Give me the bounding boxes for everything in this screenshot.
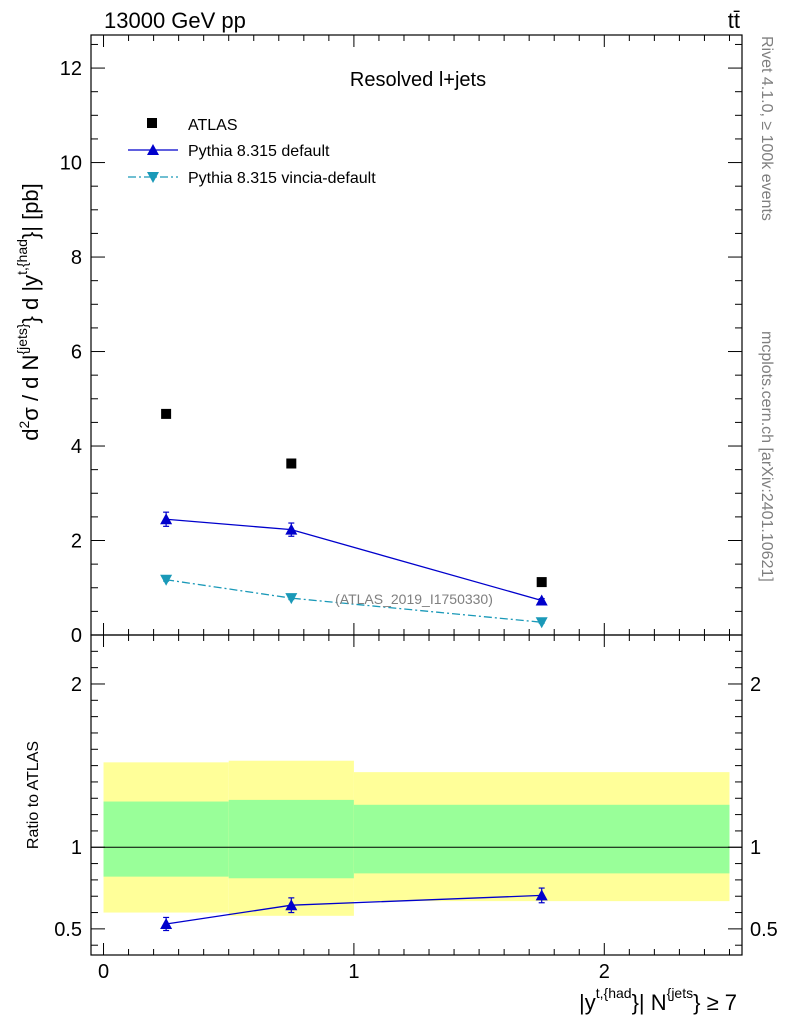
main-y-axis-label: d2σ / d N{jets}} d |yt,{had}| [pb] (14, 183, 43, 441)
ratio-y-tick-label: 0.5 (54, 919, 82, 941)
ratio-stat-band-2 (353, 804, 730, 874)
ratio-y-tick-label: 1 (71, 837, 82, 859)
main-y-tick-label: 4 (71, 436, 82, 458)
point-pythia-8-315-vincia-default (160, 574, 173, 586)
x-tick-label: 0 (98, 961, 109, 983)
ratio-stat-band-1 (228, 799, 354, 879)
main-axis-ticks: 0 2 4 6 8 10 12 (60, 35, 742, 647)
ratio-y-axis-label: Ratio to ATLAS (25, 741, 42, 849)
main-y-tick-label: 6 (71, 342, 82, 364)
legend-label-default: Pythia 8.315 default (188, 143, 330, 160)
ratio-point-pythia-8-315-default (285, 899, 298, 911)
energy-label: 13000 GeV pp (104, 8, 246, 33)
legend-marker-default (147, 144, 159, 155)
point-atlas (161, 408, 172, 419)
main-y-tick-label: 8 (71, 247, 82, 269)
ratio-series-layer (160, 887, 548, 932)
main-y-tick-label: 10 (60, 153, 82, 175)
ratio-uncertainty-bands (103, 760, 730, 916)
point-pythia-8-315-default (535, 594, 548, 606)
point-atlas (536, 577, 547, 588)
main-series-layer (160, 408, 548, 629)
x-tick-label: 1 (348, 961, 359, 983)
ratio-plot-frame (90, 634, 743, 956)
process-label: tt̄ (728, 8, 740, 33)
plot-title: Resolved l+jets (350, 69, 486, 91)
rivet-version-label: Rivet 4.1.0, ≥ 100k events (758, 36, 775, 221)
ratio-y-tick-label-right: 1 (750, 837, 761, 859)
ratio-stat-band-0 (103, 801, 229, 877)
legend-marker-atlas (147, 118, 157, 128)
ratio-y-tick-label-right: 0.5 (750, 919, 778, 941)
main-y-tick-label: 12 (60, 58, 82, 80)
legend-label-vincia: Pythia 8.315 vincia-default (188, 170, 376, 187)
line-pythia-8-315-default (166, 518, 542, 602)
point-pythia-8-315-vincia-default (535, 617, 548, 629)
point-pythia-8-315-vincia-default (285, 593, 298, 605)
point-pythia-8-315-default (160, 513, 173, 525)
main-y-tick-label: 2 (71, 531, 82, 553)
point-pythia-8-315-default (285, 523, 298, 535)
analysis-watermark: (ATLAS_2019_I1750330) (335, 591, 493, 607)
main-y-tick-label: 0 (71, 625, 82, 647)
line-pythia-8-315-vincia-default (166, 579, 542, 623)
ratio-point-pythia-8-315-default (160, 917, 173, 929)
ratio-axis-ticks: 0.5 0.5 1 1 2 2 0 1 2 (54, 635, 778, 983)
ratio-y-tick-label-right: 2 (750, 674, 761, 696)
legend: ATLAS Pythia 8.315 default Pythia 8.315 … (128, 117, 376, 187)
ratio-y-tick-label: 2 (71, 674, 82, 696)
mcplots-label: mcplots.cern.ch [arXiv:2401.10621] (758, 331, 775, 582)
x-tick-label: 2 (599, 961, 610, 983)
legend-marker-vincia (147, 172, 159, 183)
ratio-point-pythia-8-315-default (535, 889, 548, 901)
point-atlas (286, 458, 297, 469)
legend-label-atlas: ATLAS (188, 117, 238, 134)
x-axis-label: |yt,{had}| N{jets} ≥ 7 (579, 985, 737, 1015)
